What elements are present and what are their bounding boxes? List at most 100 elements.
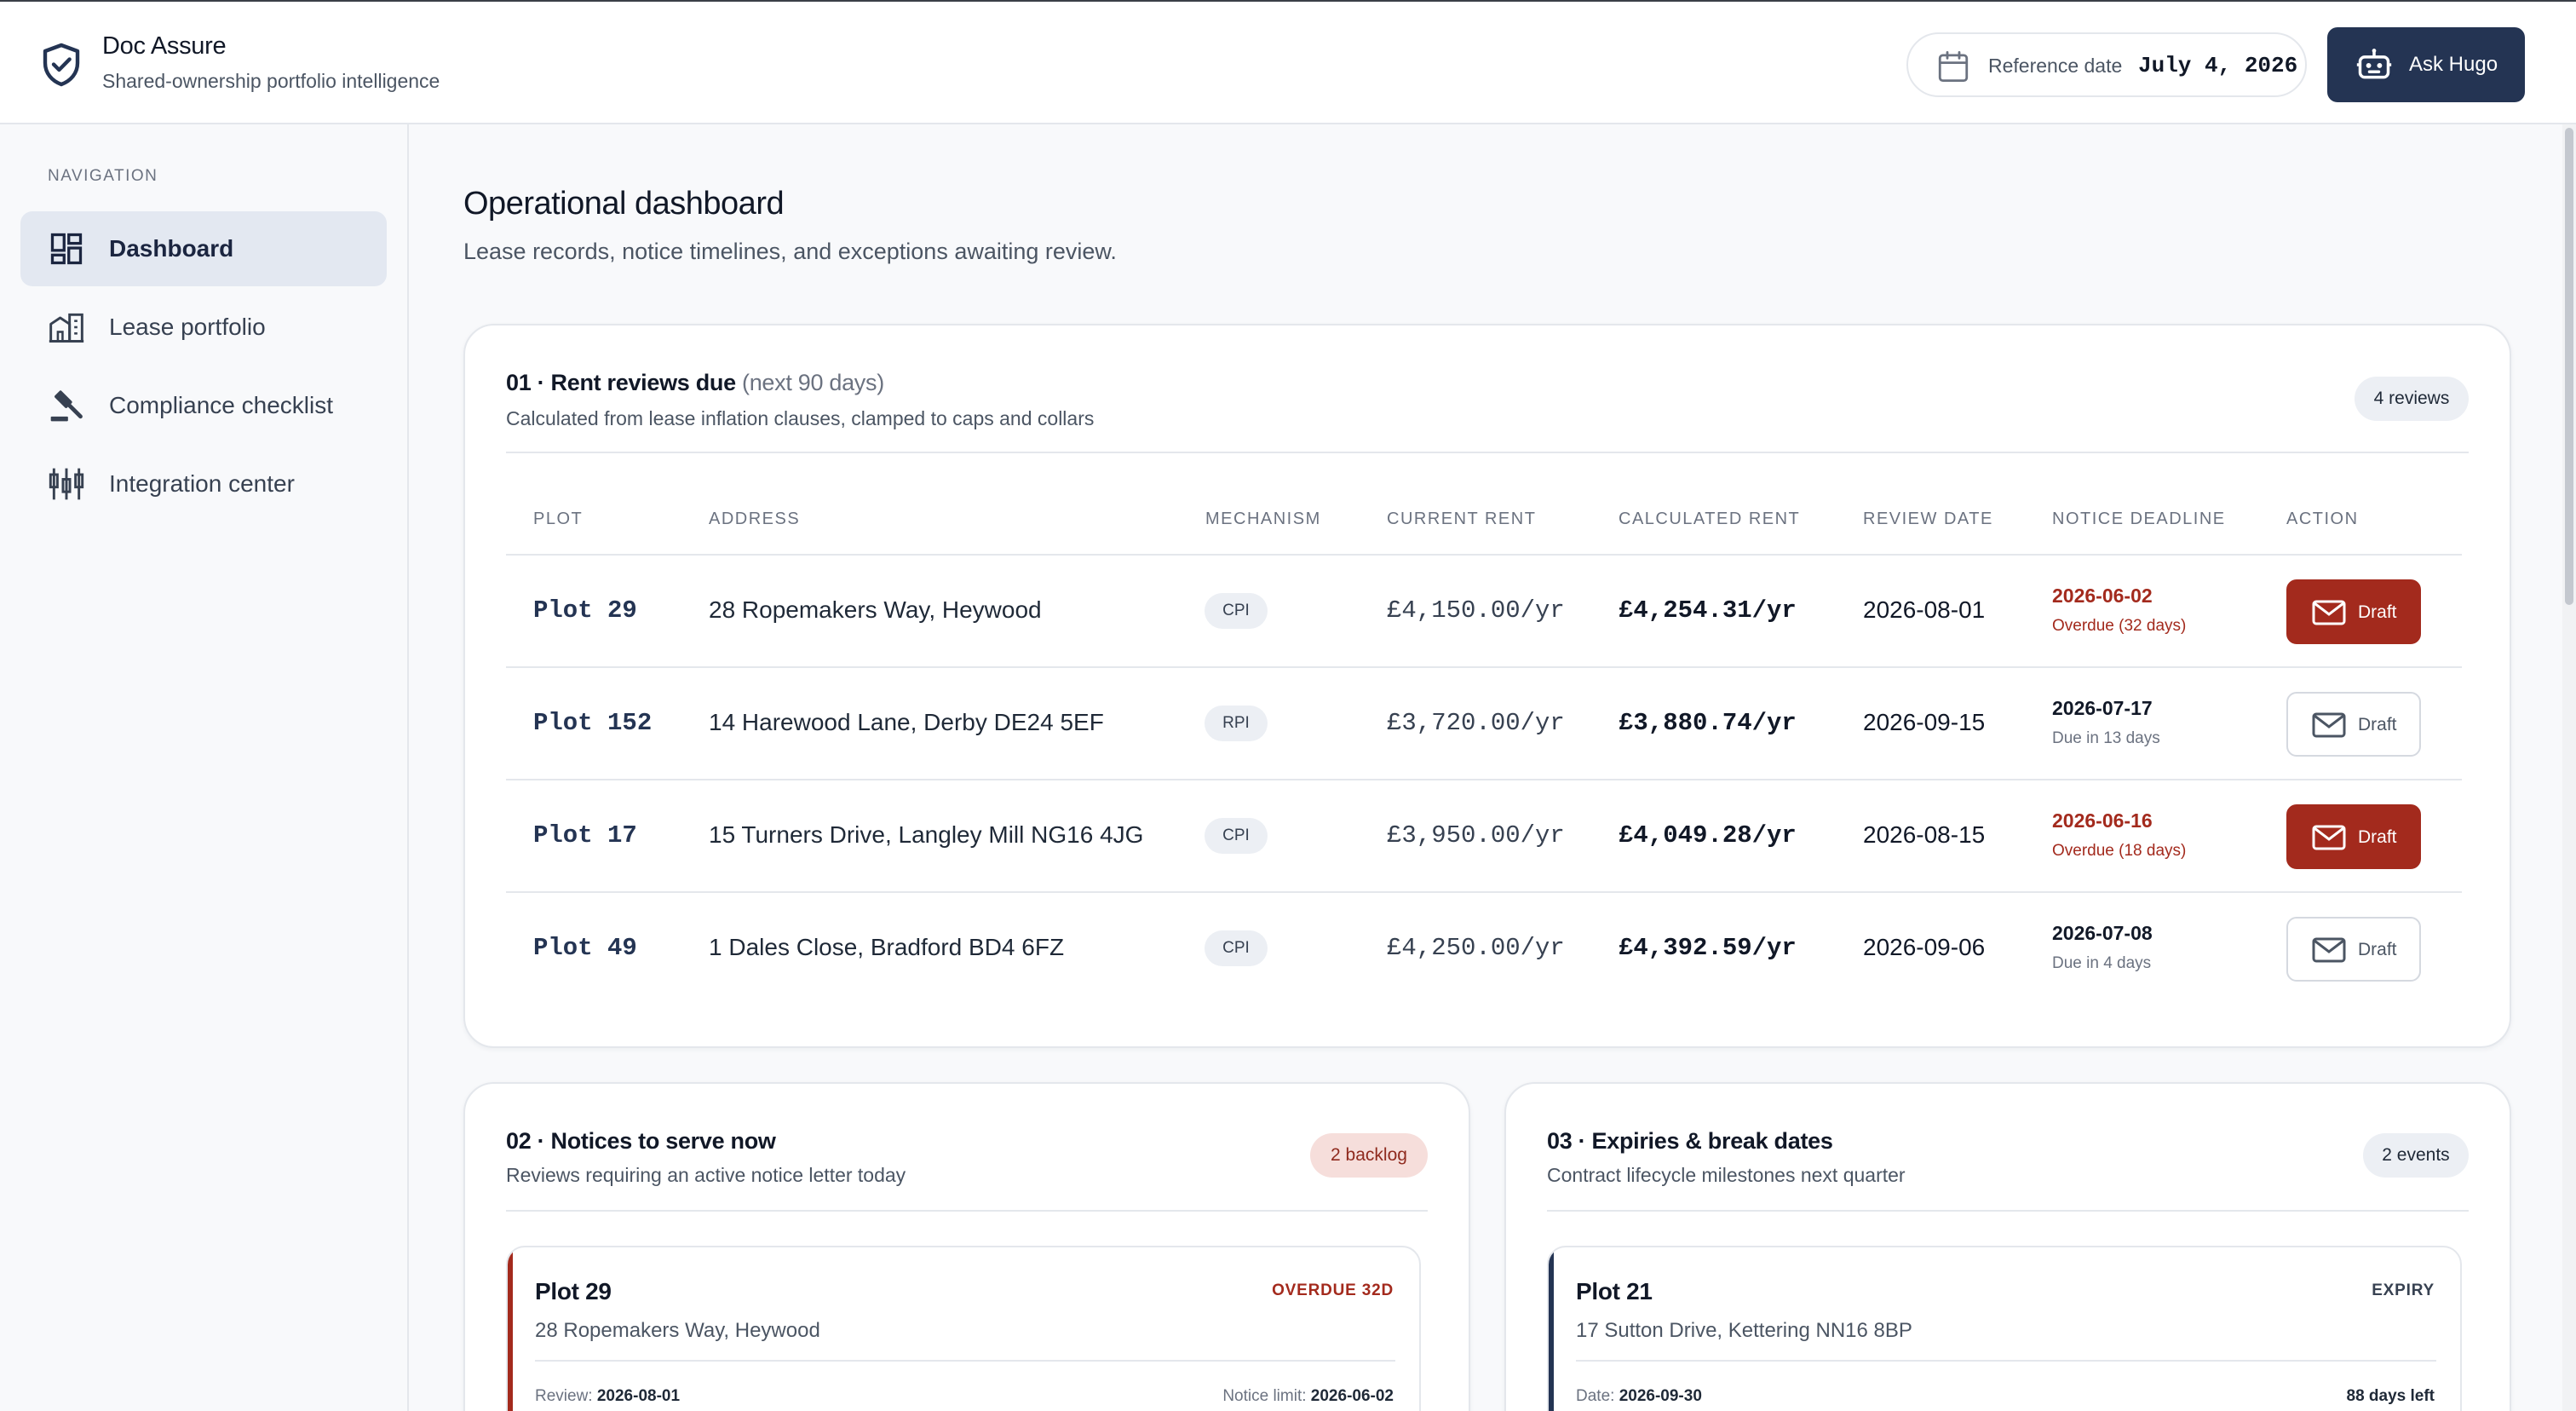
sidebar-item-label: Lease portfolio — [109, 314, 266, 340]
mail-icon — [2312, 937, 2346, 963]
address-cell: 28 Ropemakers Way, Heywood — [709, 596, 1042, 623]
column-header-calculated-rent: CALCULATED RENT — [1619, 510, 1801, 528]
expiries-subtitle: Contract lifecycle milestones next quart… — [1547, 1164, 1906, 1186]
expiry-address: 17 Sutton Drive, Kettering NN16 8BP — [1576, 1319, 1912, 1342]
column-header-plot: PLOT — [533, 510, 584, 528]
plot-link[interactable]: Plot 152 — [533, 709, 653, 737]
notice-deadline-status: Overdue (18 days) — [2052, 842, 2187, 860]
events-badge: 2 events — [2363, 1133, 2469, 1178]
page-title: Operational dashboard — [463, 186, 785, 222]
notices-subtitle: Reviews requiring an active notice lette… — [506, 1164, 906, 1186]
plot-link[interactable]: Plot 17 — [533, 821, 637, 849]
dashboard-icon — [50, 233, 83, 265]
reference-date-value[interactable]: July 4, 2026 — [2138, 53, 2298, 78]
draft-button-label: Draft — [2358, 715, 2397, 734]
draft-notice-button[interactable]: Draft — [2286, 917, 2421, 982]
page-subtitle: Lease records, notice timelines, and exc… — [463, 239, 1117, 264]
sidebar-item-lease-portfolio[interactable]: Lease portfolio — [20, 290, 387, 365]
current-rent-cell: £3,720.00/yr — [1387, 709, 1565, 737]
current-rent-cell: £4,250.00/yr — [1387, 934, 1565, 962]
divider — [1547, 1210, 2469, 1212]
calculated-rent-cell: £4,254.31/yr — [1619, 596, 1797, 625]
mechanism-badge: CPI — [1205, 930, 1268, 966]
sidebar-item-dashboard[interactable]: Dashboard — [20, 211, 387, 286]
draft-button-label: Draft — [2358, 940, 2397, 959]
sidebar-item-label: Dashboard — [109, 235, 234, 262]
divider — [535, 1360, 1395, 1362]
reviews-count-badge: 4 reviews — [2355, 377, 2469, 421]
notice-deadline-date: 2026-06-02 — [2052, 585, 2153, 607]
page-scrollbar[interactable] — [2562, 124, 2576, 1411]
calculated-rent-cell: £4,049.28/yr — [1619, 821, 1797, 849]
days-left-info: 88 days left — [2346, 1387, 2435, 1405]
notice-deadline-date: 2026-07-08 — [2052, 922, 2153, 944]
notice-limit-info: Notice limit: 2026-06-02 — [1222, 1387, 1394, 1405]
draft-notice-button[interactable]: Draft — [2286, 579, 2421, 644]
draft-notice-button[interactable]: Draft — [2286, 804, 2421, 869]
shield-check-icon — [43, 43, 80, 87]
sidebar-item-compliance-checklist[interactable]: Compliance checklist — [20, 368, 387, 443]
table-row: Plot 49 1 Dales Close, Bradford BD4 6FZ … — [506, 891, 2462, 1004]
notice-item-card[interactable]: Plot 29 OVERDUE 32D 28 Ropemakers Way, H… — [506, 1246, 1421, 1411]
table-row: Plot 29 28 Ropemakers Way, Heywood CPI £… — [506, 554, 2462, 666]
column-header-action: ACTION — [2286, 510, 2359, 528]
reference-date-label: Reference date — [1988, 55, 2123, 77]
ask-hugo-button[interactable]: Ask Hugo — [2327, 27, 2525, 102]
current-rent-cell: £4,150.00/yr — [1387, 596, 1565, 625]
top-bar: Doc Assure Shared-ownership portfolio in… — [0, 0, 2576, 124]
mechanism-badge: RPI — [1205, 706, 1268, 741]
review-date-cell: 2026-08-01 — [1863, 596, 1986, 623]
review-date-cell: 2026-09-06 — [1863, 934, 1986, 960]
review-date-info: Review: 2026-08-01 — [535, 1387, 681, 1405]
draft-button-label: Draft — [2358, 827, 2397, 847]
app-tagline: Shared-ownership portfolio intelligence — [102, 70, 440, 92]
rent-reviews-card — [463, 324, 2511, 1048]
column-header-review-date: REVIEW DATE — [1863, 510, 1993, 528]
current-rent-cell: £3,950.00/yr — [1387, 821, 1565, 849]
notices-title: 02 · Notices to serve now — [506, 1128, 776, 1154]
plot-link[interactable]: Plot 49 — [533, 934, 637, 962]
notice-deadline-date: 2026-06-16 — [2052, 809, 2153, 832]
sidebar: NAVIGATION Dashboard Lease portfolio Com… — [0, 124, 409, 1411]
notice-deadline-status: Overdue (32 days) — [2052, 617, 2187, 635]
review-date-cell: 2026-09-15 — [1863, 709, 1986, 735]
mechanism-badge: CPI — [1205, 818, 1268, 854]
backlog-badge: 2 backlog — [1310, 1133, 1428, 1178]
notice-deadline-status: Due in 4 days — [2052, 954, 2152, 972]
notice-plot-title: Plot 29 — [535, 1278, 612, 1304]
notice-deadline-status: Due in 13 days — [2052, 729, 2160, 747]
mail-icon — [2312, 825, 2346, 850]
sidebar-item-label: Integration center — [109, 470, 295, 497]
calculated-rent-cell: £3,880.74/yr — [1619, 709, 1797, 737]
notice-deadline-date: 2026-07-17 — [2052, 697, 2153, 719]
table-row: Plot 152 14 Harewood Lane, Derby DE24 5E… — [506, 666, 2462, 779]
divider — [506, 452, 2469, 453]
calendar-icon — [1938, 50, 1969, 83]
reference-date-picker[interactable]: Reference date July 4, 2026 — [1906, 32, 2307, 97]
mail-icon — [2312, 600, 2346, 625]
integration-icon — [49, 468, 84, 500]
plot-link[interactable]: Plot 29 — [533, 596, 637, 625]
status-accent-bar — [1549, 1247, 1554, 1411]
expiry-item-card[interactable]: Plot 21 EXPIRY 17 Sutton Drive, Ketterin… — [1547, 1246, 2462, 1411]
expiry-date-info: Date: 2026-09-30 — [1576, 1387, 1702, 1405]
draft-notice-button[interactable]: Draft — [2286, 692, 2421, 757]
rent-reviews-subtitle: Calculated from lease inflation clauses,… — [506, 407, 1095, 429]
status-accent-bar — [508, 1247, 513, 1411]
address-cell: 1 Dales Close, Bradford BD4 6FZ — [709, 934, 1065, 960]
ask-hugo-label: Ask Hugo — [2409, 53, 2498, 76]
app-name: Doc Assure — [102, 32, 227, 60]
mechanism-badge: CPI — [1205, 593, 1268, 629]
divider — [506, 1210, 1428, 1212]
nav-section-title: NAVIGATION — [48, 167, 158, 185]
draft-button-label: Draft — [2358, 602, 2397, 622]
sidebar-item-label: Compliance checklist — [109, 392, 333, 418]
gavel-icon — [50, 390, 83, 422]
overdue-tag: OVERDUE 32D — [1272, 1281, 1394, 1299]
column-header-current-rent: CURRENT RENT — [1387, 510, 1537, 528]
scrollbar-thumb[interactable] — [2565, 128, 2573, 605]
notice-address: 28 Ropemakers Way, Heywood — [535, 1319, 820, 1342]
expiry-tag: EXPIRY — [2372, 1281, 2435, 1299]
expiry-plot-title: Plot 21 — [1576, 1278, 1653, 1304]
sidebar-item-integration-center[interactable]: Integration center — [20, 446, 387, 521]
